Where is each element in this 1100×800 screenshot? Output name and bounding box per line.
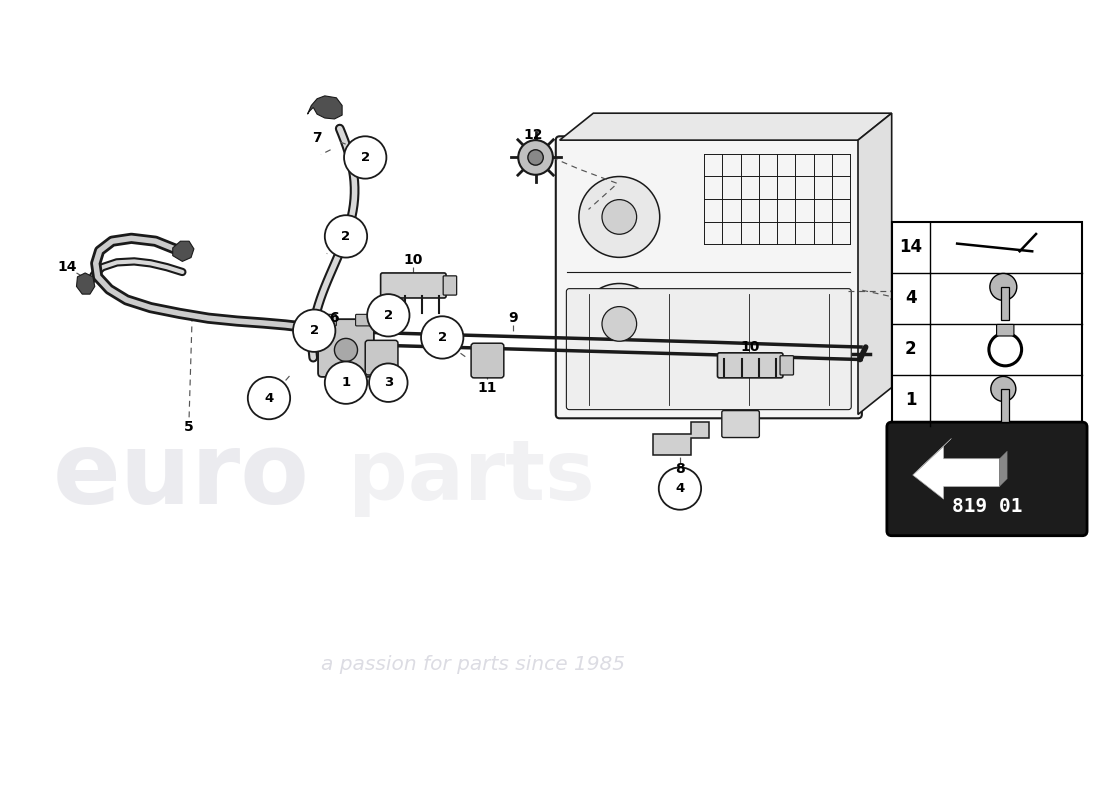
Polygon shape [858,113,892,414]
Text: 7: 7 [312,131,322,146]
Text: 2: 2 [384,309,393,322]
Circle shape [991,377,1015,402]
FancyBboxPatch shape [471,343,504,378]
Text: 8: 8 [675,462,685,476]
FancyBboxPatch shape [443,276,456,295]
Text: 14: 14 [57,260,77,274]
Polygon shape [913,438,952,475]
Text: 1: 1 [905,391,916,410]
FancyBboxPatch shape [997,325,1014,336]
Circle shape [518,140,553,174]
Text: 2: 2 [438,331,447,344]
Polygon shape [653,422,708,455]
Circle shape [421,316,463,358]
FancyBboxPatch shape [321,314,337,326]
Text: 4: 4 [264,391,274,405]
Bar [1001,287,1009,320]
Text: 3: 3 [384,376,393,389]
Bar [892,222,1082,426]
Polygon shape [913,446,1000,499]
Circle shape [344,136,386,178]
Text: 4: 4 [905,290,916,307]
FancyBboxPatch shape [566,289,851,410]
Text: 14: 14 [900,238,923,257]
Text: 4: 4 [675,482,684,495]
Circle shape [367,294,409,337]
Circle shape [293,310,336,352]
Text: 12: 12 [522,128,542,142]
FancyBboxPatch shape [717,353,783,378]
Text: euro: euro [53,429,309,526]
Text: 2: 2 [905,341,916,358]
FancyBboxPatch shape [722,410,759,438]
Circle shape [248,377,290,419]
Circle shape [579,283,660,364]
Polygon shape [77,273,95,294]
Text: 819 01: 819 01 [952,498,1022,516]
FancyBboxPatch shape [780,356,793,375]
Text: 2: 2 [310,324,319,338]
Bar [1001,389,1009,422]
Circle shape [602,306,637,342]
Text: a passion for parts since 1985: a passion for parts since 1985 [321,655,625,674]
Circle shape [579,177,660,258]
Circle shape [324,215,367,258]
Polygon shape [1000,451,1008,486]
Text: 2: 2 [341,230,351,243]
Circle shape [324,362,367,404]
Circle shape [990,274,1016,300]
Polygon shape [560,113,892,140]
Text: 2: 2 [361,151,370,164]
Text: 13: 13 [899,284,917,298]
Polygon shape [173,241,194,262]
Text: 10: 10 [404,254,424,267]
Circle shape [334,338,358,362]
FancyBboxPatch shape [381,273,447,298]
Circle shape [659,467,701,510]
Text: 5: 5 [184,420,194,434]
Circle shape [602,200,637,234]
Text: since 1985: since 1985 [777,313,891,333]
Polygon shape [308,96,342,119]
Text: 9: 9 [508,311,518,325]
FancyBboxPatch shape [318,319,374,377]
Text: 1: 1 [341,376,351,389]
Text: 6: 6 [329,311,339,325]
Circle shape [370,363,408,402]
FancyBboxPatch shape [887,422,1087,536]
Circle shape [528,150,543,165]
FancyBboxPatch shape [365,340,398,375]
Text: 13: 13 [889,289,909,303]
FancyBboxPatch shape [556,136,861,418]
Text: parts: parts [348,437,595,518]
Text: 10: 10 [740,340,760,354]
FancyBboxPatch shape [355,314,371,326]
Text: 11: 11 [477,382,497,395]
